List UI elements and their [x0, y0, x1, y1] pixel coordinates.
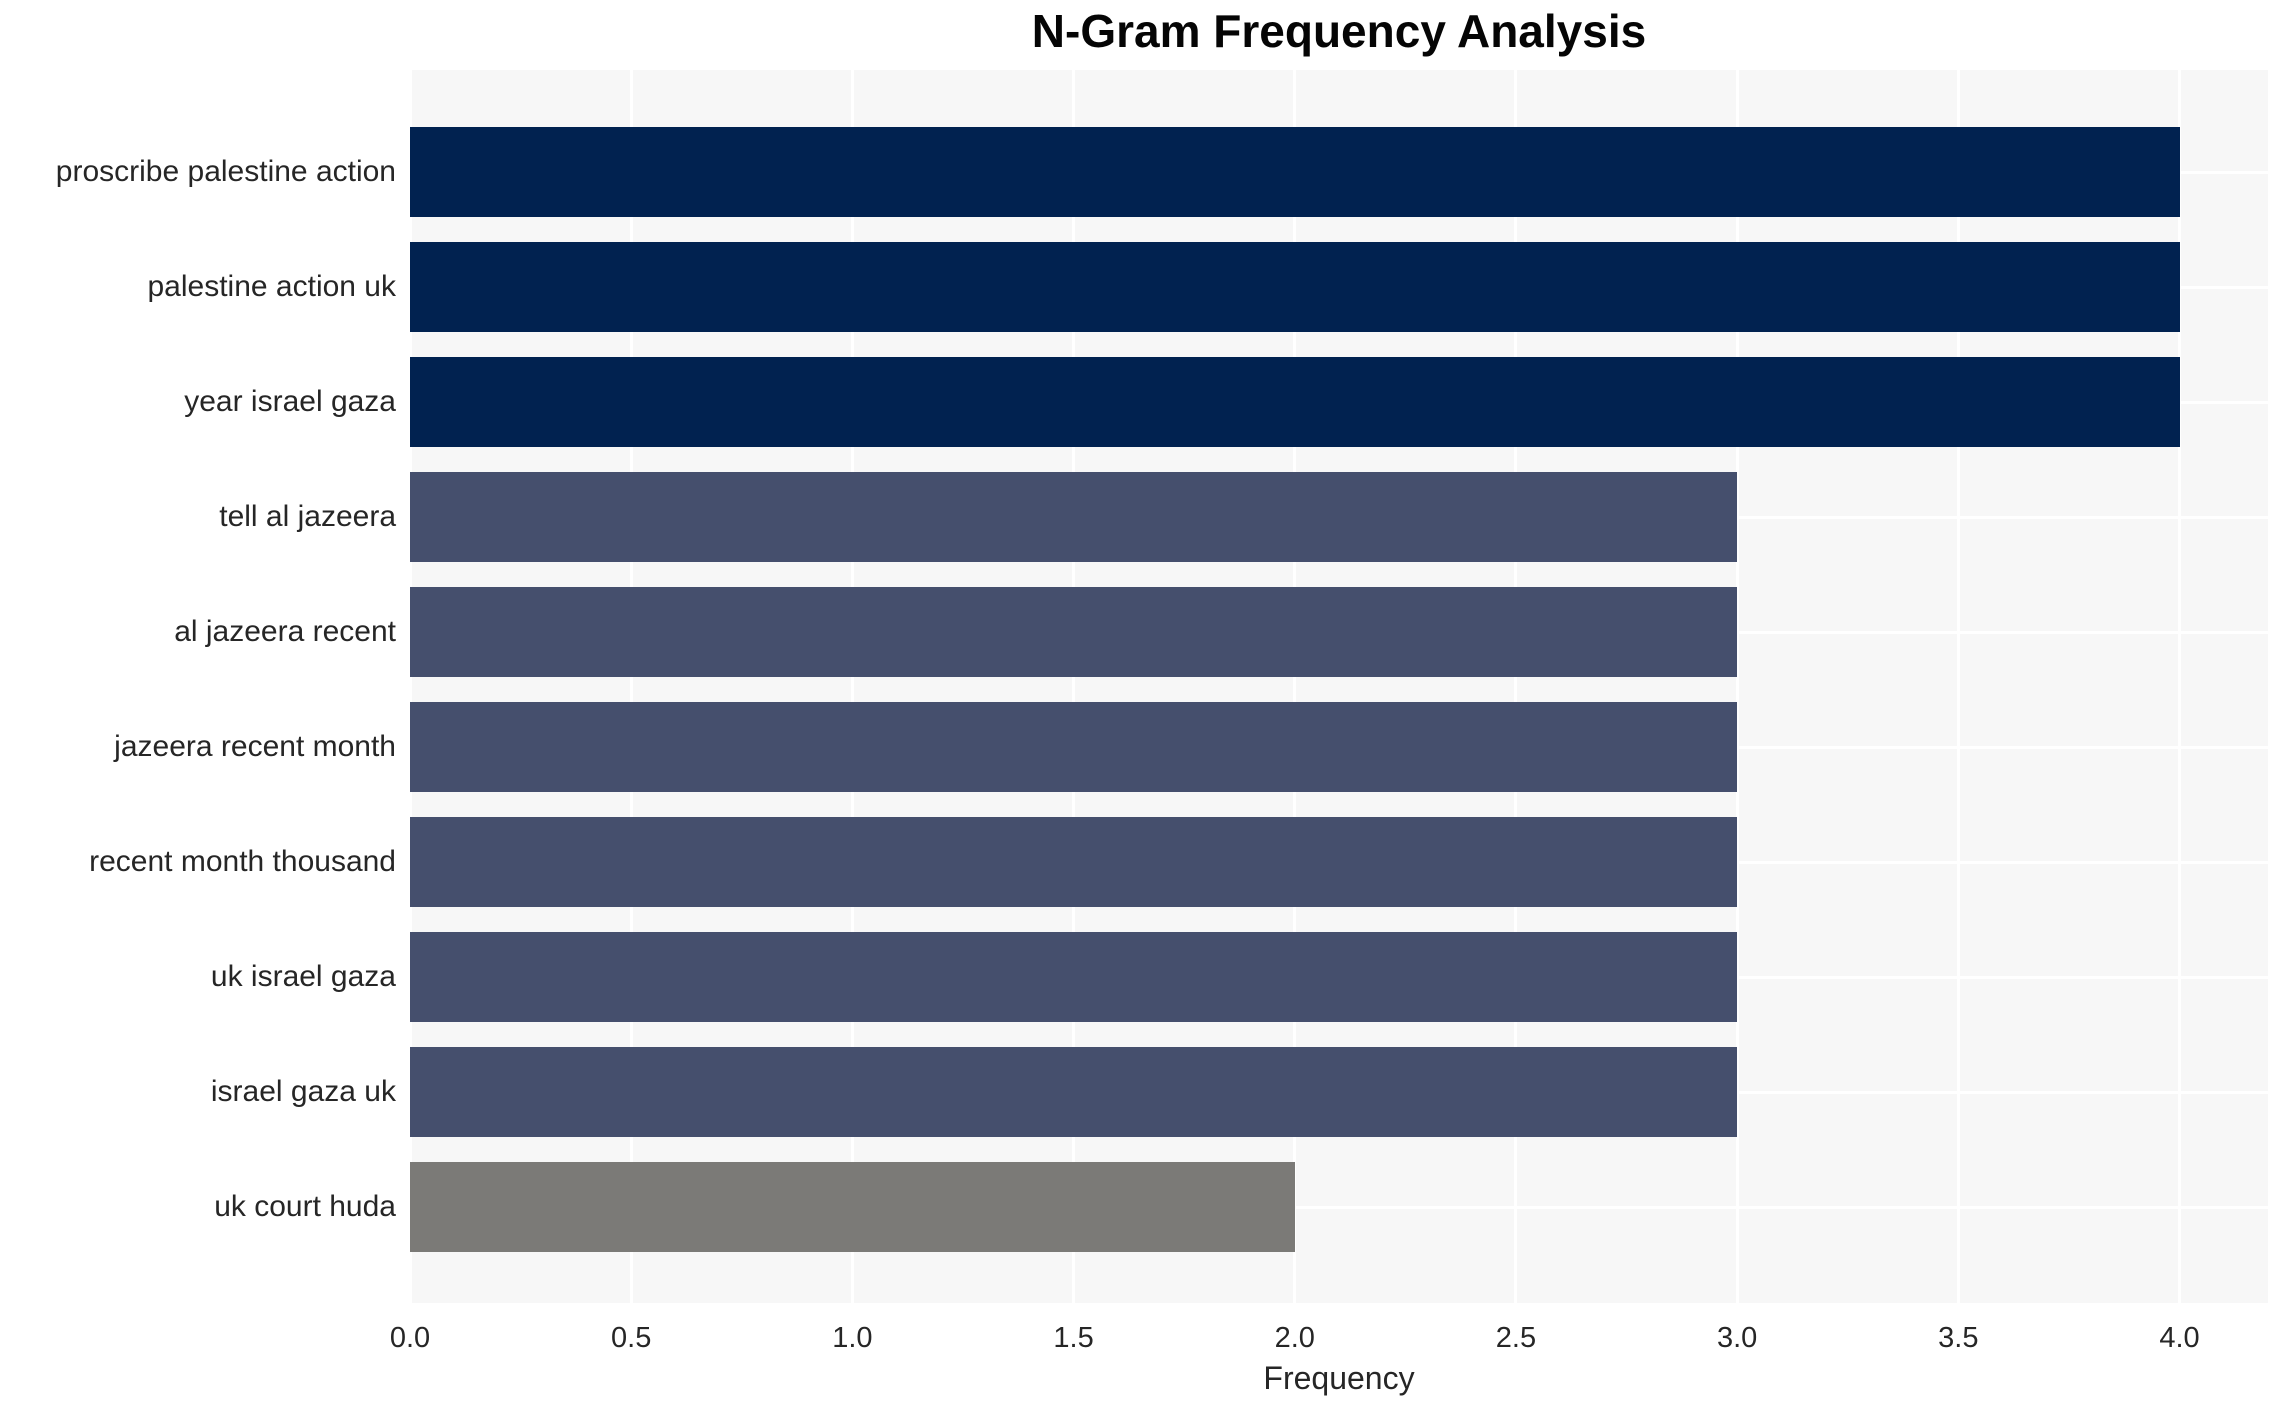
x-tick-label: 2.5: [1495, 1322, 1537, 1354]
chart-title: N-Gram Frequency Analysis: [1031, 5, 1647, 57]
y-axis-label: al jazeera recent: [174, 615, 396, 648]
vertical-gridline: [2178, 70, 2182, 1303]
x-axis-title: Frequency: [1263, 1360, 1415, 1396]
y-axis-label: year israel gaza: [184, 385, 396, 418]
vertical-gridline: [410, 70, 412, 1303]
vertical-gridline: [1072, 70, 1076, 1303]
y-axis-label: proscribe palestine action: [55, 155, 396, 188]
vertical-gridline: [850, 70, 854, 1303]
y-axis-label: palestine action uk: [147, 270, 397, 303]
y-axis-label: recent month thousand: [89, 845, 396, 878]
x-tick-label: 1.5: [1053, 1322, 1094, 1354]
bar: [410, 242, 2180, 332]
bar: [410, 1162, 1295, 1252]
bar: [410, 472, 1738, 562]
x-tick-label: 1.0: [832, 1322, 873, 1354]
vertical-gridline: [1293, 70, 1297, 1303]
plot-area: [410, 70, 2268, 1303]
bar: [410, 702, 1738, 792]
vertical-gridline: [1514, 70, 1518, 1303]
x-tick-label: 3.0: [1716, 1322, 1758, 1354]
y-axis-label: tell al jazeera: [219, 500, 396, 533]
y-axis-label: israel gaza uk: [210, 1075, 396, 1108]
y-axis-label: jazeera recent month: [114, 730, 396, 763]
y-axis-label: uk court huda: [214, 1190, 396, 1223]
vertical-gridline: [629, 70, 633, 1303]
x-tick-label: 4.0: [2159, 1322, 2200, 1354]
x-tick-label: 3.5: [1938, 1322, 1979, 1354]
bar: [410, 127, 2180, 217]
bar: [410, 587, 1738, 677]
horizontal-gridline: [410, 1205, 2268, 1209]
y-axis-label: uk israel gaza: [210, 960, 396, 993]
bar: [410, 817, 1738, 907]
x-tick-label: 0.5: [611, 1322, 652, 1354]
vertical-gridline: [1956, 70, 1960, 1303]
bar: [410, 932, 1738, 1022]
x-tick-label: 2.0: [1274, 1322, 1315, 1354]
x-tick-label: 0.0: [389, 1322, 431, 1354]
bar: [410, 357, 2180, 447]
vertical-gridline: [1735, 70, 1739, 1303]
bar: [410, 1047, 1738, 1137]
